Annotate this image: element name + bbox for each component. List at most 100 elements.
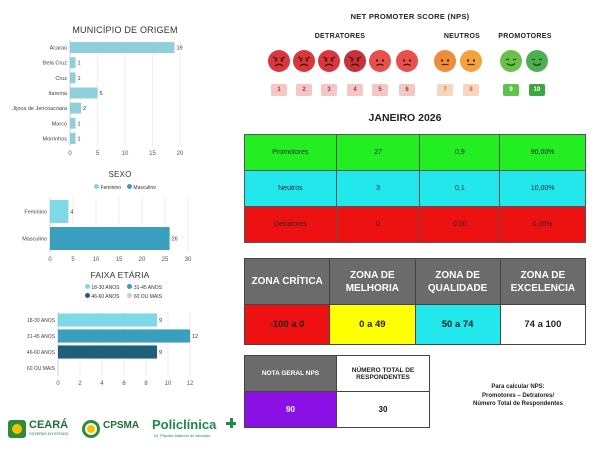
neutral-face-icon: [460, 50, 482, 72]
x-tick-label: 10: [165, 381, 172, 387]
policlinica-logo-subtext: Dr. Plácido Marinho de Andrade: [154, 433, 211, 438]
legend-item-31-45: 31-45 ANOS: [127, 284, 162, 293]
zone-header: ZONA DE QUALIDADE: [414, 258, 501, 305]
data-label: 9: [159, 350, 162, 356]
score-box-3: 3: [321, 84, 337, 96]
data-label: 1: [78, 136, 81, 142]
x-tick-label: 6: [122, 381, 126, 387]
bar: [58, 313, 157, 327]
x-tick-label: 4: [100, 381, 104, 387]
policlinica-logo-text: Policlínica: [152, 417, 217, 432]
score-box-6: 6: [399, 84, 415, 96]
nps-title: NET PROMOTER SCORE (NPS): [350, 12, 470, 21]
month-cell-label: Detratores: [244, 206, 337, 243]
x-tick-label: 10: [93, 257, 100, 263]
x-tick-label: 5: [96, 151, 100, 157]
bar: [70, 102, 81, 114]
month-cell-fraction: 0,9: [419, 134, 501, 171]
month-cell-count: 3: [335, 170, 421, 207]
zone-range: 50 a 74: [414, 304, 501, 345]
legend-item-46-60: 46-60 ANOS: [85, 293, 119, 302]
month-cell-percent: 0,00%: [499, 206, 586, 243]
bar: [58, 345, 157, 359]
month-title: JANEIRO 2026: [368, 112, 442, 124]
angry-face-icon: [344, 50, 366, 72]
x-tick-label: 25: [162, 257, 169, 263]
zone-range: 74 a 100: [499, 304, 587, 345]
x-tick-label: 15: [149, 151, 156, 157]
month-cell-count: 27: [335, 134, 421, 171]
category-label: Masculino: [22, 237, 47, 243]
cpsma-logo-text: CPSMA: [103, 420, 140, 431]
logo-ceara: CEARÁ GOVERNO DO ESTADO: [8, 418, 80, 442]
cross-icon: [226, 418, 236, 428]
month-cell-label: Promotores: [244, 134, 337, 171]
category-label: 31-45 ANOS: [27, 334, 56, 340]
legend-item-feminino: Feminino: [94, 184, 121, 191]
month-cell-label: Neutros: [244, 170, 337, 207]
x-tick-label: 15: [116, 257, 123, 263]
bar: [70, 72, 76, 84]
x-tick-label: 8: [144, 381, 148, 387]
score-box-7: 7: [437, 84, 453, 96]
month-row: Detratores 0 0,00 0,00%: [244, 206, 586, 243]
neutral-face-icon: [434, 50, 456, 72]
logo-cpsma: CPSMA: [82, 418, 154, 442]
bar: [70, 117, 76, 129]
category-label: Feminino: [24, 210, 47, 216]
logo-policlinica: Policlínica Dr. Plácido Marinho de Andra…: [152, 414, 242, 444]
data-label: 9: [159, 318, 162, 324]
sad-face-icon: [396, 50, 418, 72]
x-tick-label: 5: [71, 257, 75, 263]
legend-item-masculino: Masculino: [127, 184, 156, 191]
faixa-legend: 18-30 ANOS 31-45 ANOS 46-60 ANOS 60 OU M…: [85, 284, 185, 302]
ceara-logo-subtext: GOVERNO DO ESTADO: [29, 432, 69, 436]
score-box-1: 1: [271, 84, 287, 96]
month-cell-fraction: 0,00: [419, 206, 501, 243]
zone-header: ZONA CRÍTICA: [243, 258, 331, 305]
x-tick-label: 10: [122, 151, 129, 157]
month-cell-percent: 90,00%: [499, 134, 586, 171]
bar: [50, 227, 170, 250]
nota-value: 90: [244, 391, 337, 428]
smile-face-icon: [526, 50, 548, 72]
sexo-legend: Feminino Masculino: [70, 184, 180, 191]
bar: [58, 329, 190, 343]
faixa-chart-title: FAIXA ETÁRIA: [90, 270, 150, 280]
x-tick-label: 20: [177, 151, 184, 157]
municipio-bar-chart: 0 5 10 15 20 Acaraú 19 Bela Cruz 1 Cruz 1 Itarema 5 J…: [12, 40, 184, 157]
x-tick-label: 0: [68, 151, 72, 157]
municipio-chart-title: MUNICÍPIO DE ORIGEM: [72, 25, 178, 35]
score-box-8: 8: [463, 84, 479, 96]
month-cell-percent: 10,00%: [499, 170, 586, 207]
category-label: Cruz: [55, 76, 67, 82]
category-label: Acaraú: [50, 46, 67, 52]
category-label: 46-60 ANOS: [27, 350, 56, 356]
data-label: 4: [70, 210, 73, 216]
data-label: 12: [192, 334, 198, 340]
ceara-logo-text: CEARÁ: [29, 419, 69, 431]
neutros-label: NEUTROS: [443, 33, 481, 40]
zone-header: ZONA DE MELHORIA: [329, 258, 416, 305]
sexo-bar-chart: 0 5 10 15 20 25 30 Feminino 4 Masculino 26: [22, 198, 192, 263]
total-header: NÚMERO TOTAL DE RESPONDENTES: [336, 355, 430, 392]
x-tick-label: 30: [185, 257, 192, 263]
faixa-bar-chart: 0 2 4 6 8 10 12 18-30 ANOS 9 31-45 ANOS 12 46-60 AN…: [27, 312, 198, 387]
promotores-label: PROMOTORES: [498, 33, 552, 40]
bar: [70, 132, 76, 144]
x-tick-label: 0: [56, 381, 60, 387]
data-label: 1: [78, 121, 81, 127]
sad-face-icon: [369, 50, 391, 72]
nota-header: NOTA GERAL NPS: [244, 355, 337, 392]
category-label: Itarema: [48, 91, 68, 97]
nota-table: NOTA GERAL NPS NÚMERO TOTAL DE RESPONDEN…: [244, 355, 430, 428]
month-row: Promotores 27 0,9 90,00%: [244, 134, 586, 171]
data-label: 5: [100, 91, 103, 97]
x-tick-label: 12: [187, 381, 194, 387]
bar: [50, 200, 69, 223]
zone-header: ZONA DE EXCELENCIA: [499, 258, 587, 305]
category-label: 18-30 ANOS: [27, 318, 56, 324]
formula-line-3: Número Total de Respondentes: [473, 401, 563, 407]
category-label: 60 OU MAIS: [27, 366, 56, 372]
data-label: 1: [78, 76, 81, 82]
